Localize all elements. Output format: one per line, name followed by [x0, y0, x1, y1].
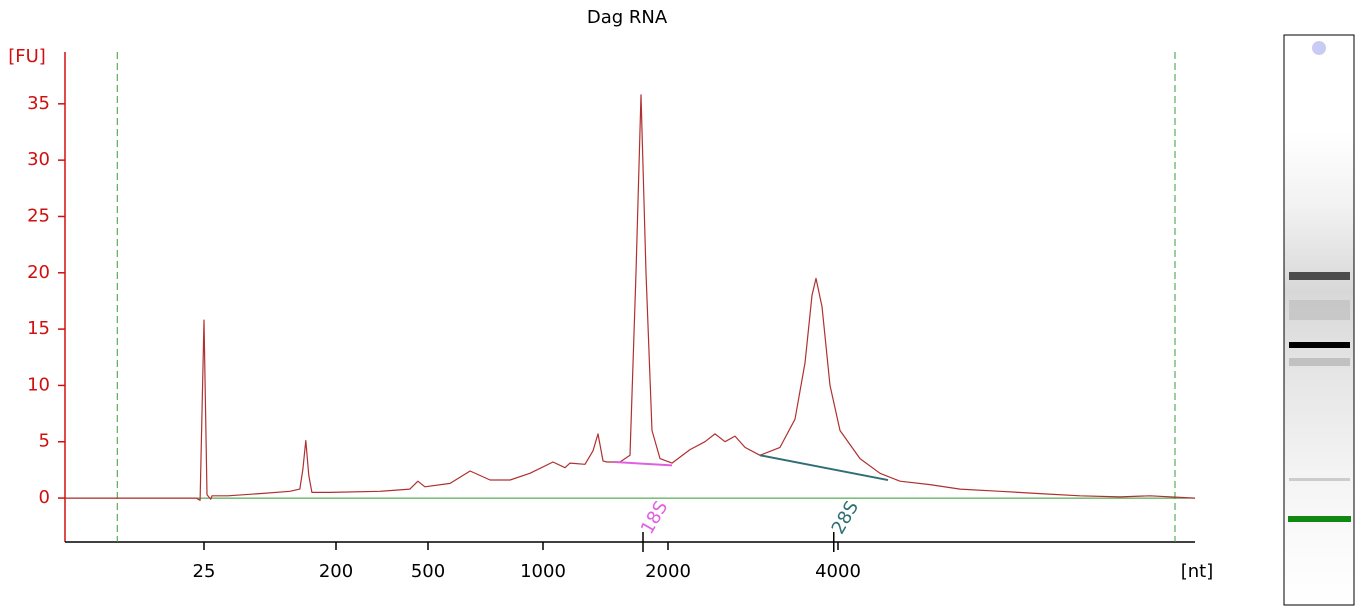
y-tick-label: 25: [27, 205, 50, 226]
y-tick-label: 15: [27, 318, 50, 339]
peak-label: 18S: [637, 498, 672, 538]
x-tick-label: 200: [319, 561, 353, 582]
y-axis-label: [FU]: [8, 46, 46, 67]
x-tick-label: 4000: [815, 561, 861, 582]
x-tick-label: 1000: [520, 561, 566, 582]
y-tick-label: 35: [27, 93, 50, 114]
peak-baseline: [614, 461, 673, 467]
x-axis-label: [nt]: [1181, 561, 1214, 582]
trace: [65, 94, 1196, 501]
x-tick-label: 2000: [645, 561, 691, 582]
chart-title: Dag RNA: [587, 7, 668, 28]
y-tick-label: 10: [27, 374, 50, 395]
y-tick-label: 0: [39, 487, 50, 508]
x-tick-label: 500: [411, 561, 445, 582]
x-tick-label: 25: [193, 561, 216, 582]
peak-label: 28S: [828, 498, 863, 538]
gel-lane: [1283, 34, 1355, 606]
y-tick-label: 5: [39, 431, 50, 452]
peak-baseline: [759, 454, 889, 482]
y-tick-label: 20: [27, 262, 50, 283]
y-tick-label: 30: [27, 149, 50, 170]
